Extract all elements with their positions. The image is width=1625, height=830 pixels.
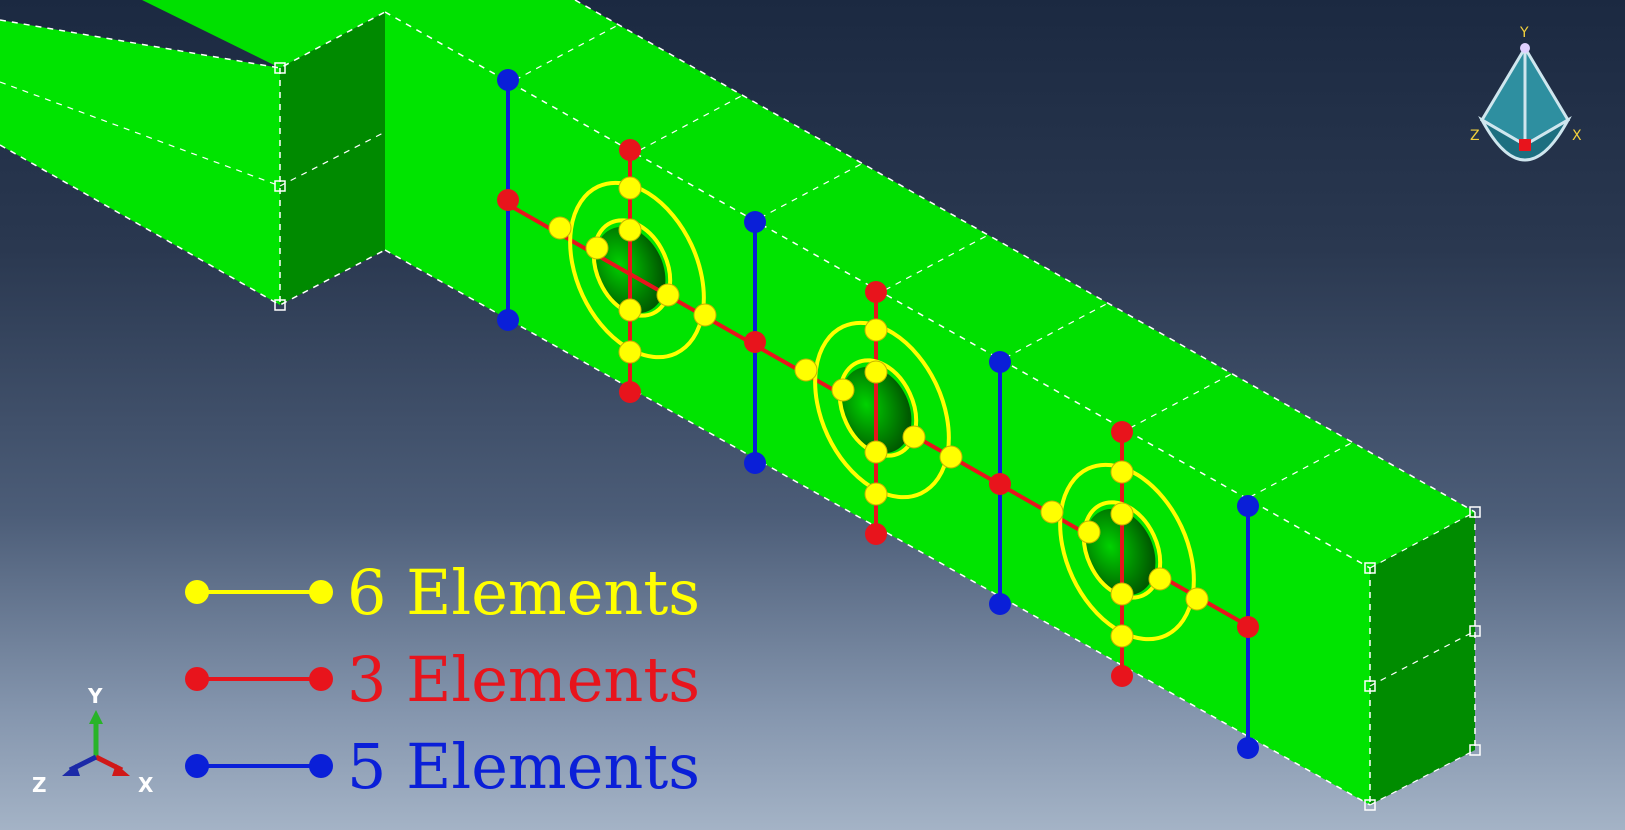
yellow-inner-ring-1 [591, 218, 673, 318]
yellow-outer-ring-3 [1058, 462, 1196, 642]
view-cube-y-pin [1520, 43, 1530, 53]
beam-end-face [1370, 512, 1475, 805]
legend-dot [185, 667, 209, 691]
coordinate-triad: Y X Z [32, 684, 154, 797]
yellow-inner-ring-3 [1081, 500, 1163, 600]
triad-y-label: Y [87, 684, 103, 708]
legend-label-six: 6 Elements [347, 556, 701, 629]
legend-dot [309, 754, 333, 778]
yellow-seed-dots [548, 176, 1209, 648]
view-cube-origin [1519, 139, 1531, 151]
blue-seed-dots [497, 69, 1259, 759]
yellow-outer-ring-2 [813, 320, 951, 500]
triad-x-label: X [138, 773, 154, 797]
legend-dot [185, 754, 209, 778]
triad-z-label: Z [32, 773, 47, 797]
view-cube-x-label: X [1572, 128, 1582, 144]
view-cube[interactable]: Y Z X [1470, 25, 1582, 162]
legend-label-five: 5 Elements [347, 730, 701, 803]
beam-top-face [385, 0, 1475, 568]
legend-line-three [199, 677, 319, 681]
view-cube-y-label: Y [1519, 25, 1529, 41]
left-block-side-face [280, 12, 385, 305]
left-block-front-face [0, 20, 280, 305]
legend-dot [309, 667, 333, 691]
legend-line-five [199, 764, 319, 768]
legend-line-six [199, 590, 319, 594]
left-block [0, 0, 386, 311]
yellow-inner-ring-2 [837, 358, 919, 458]
legend-label-three: 3 Elements [347, 643, 701, 716]
view-cube-z-label: Z [1470, 128, 1480, 144]
red-seed-dots [497, 139, 1259, 687]
yellow-outer-ring-1 [568, 180, 706, 360]
legend-dot [185, 580, 209, 604]
legend-dot [309, 580, 333, 604]
